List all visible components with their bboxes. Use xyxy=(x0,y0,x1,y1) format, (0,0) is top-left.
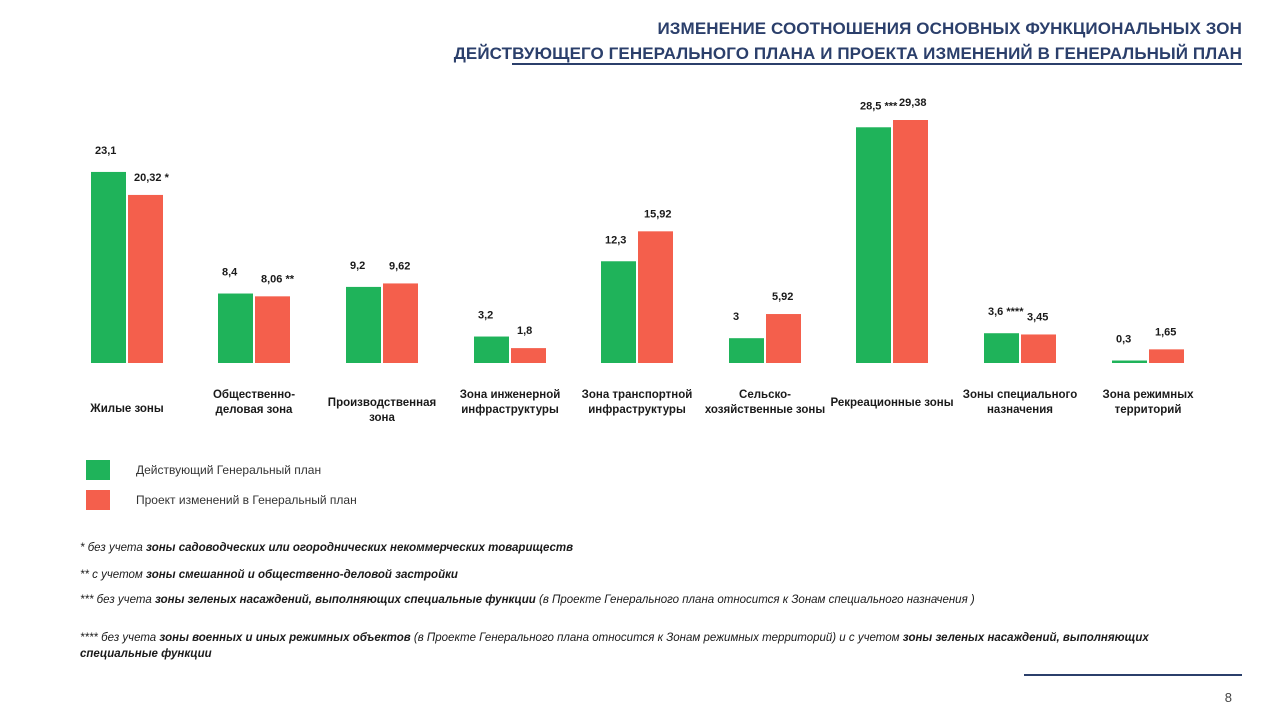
bar-current-0 xyxy=(91,171,126,363)
footnote-2-b: зоны смешанной и общественно-деловой зас… xyxy=(146,569,458,581)
data-label-project-5: 5,92 xyxy=(772,291,793,303)
page-title: ИЗМЕНЕНИЕ СООТНОШЕНИЯ ОСНОВНЫХ ФУНКЦИОНА… xyxy=(454,16,1242,66)
legend-label-current: Действующий Генеральный план xyxy=(136,463,322,477)
footnote-2-a: с учетом xyxy=(92,569,143,581)
bar-current-4 xyxy=(601,261,636,363)
footnote-4-mark: **** xyxy=(80,632,98,644)
page-number: 8 xyxy=(1224,690,1232,705)
legend-label-project: Проект изменений в Генеральный план xyxy=(136,493,357,507)
category-label-2: Производственная зона xyxy=(327,397,437,424)
data-label-current-8: 0,3 xyxy=(1116,334,1131,346)
data-label-current-4: 12,3 xyxy=(605,234,626,246)
bar-project-6 xyxy=(893,120,928,363)
data-label-current-0: 23,1 xyxy=(95,145,116,157)
footnote-3-mark: *** xyxy=(80,594,94,606)
category-label-1: Общественно-деловая зона xyxy=(212,389,296,416)
bar-project-4 xyxy=(638,231,673,363)
title-line-1: ИЗМЕНЕНИЕ СООТНОШЕНИЯ ОСНОВНЫХ ФУНКЦИОНА… xyxy=(657,19,1242,38)
footnote-1-c: садоводческих или огороднических некомме… xyxy=(178,542,574,554)
data-label-project-7: 3,45 xyxy=(1027,311,1048,323)
footnote-4-b: зоны военных и иных режимных объектов xyxy=(159,632,411,644)
data-label-current-6: 28,5 *** xyxy=(860,100,898,112)
title-line-2: ДЕЙСТВУЮЩЕГО ГЕНЕРАЛЬНОГО ПЛАНА И ПРОЕКТ… xyxy=(453,44,1242,63)
footnote-3-a: без учета xyxy=(96,594,152,606)
category-label-7: Зоны специального назначения xyxy=(962,389,1078,416)
footer-rule xyxy=(1024,674,1242,676)
data-label-project-4: 15,92 xyxy=(644,208,672,220)
footnote-4-a: без учета xyxy=(101,632,157,644)
footnote-1-a: без учета xyxy=(87,542,143,554)
footnote-4: **** без учета зоны военных и иных режим… xyxy=(80,630,1220,662)
legend-swatch-current xyxy=(86,460,110,480)
footnote-4-d: зоны зеленых насаждений, выполняющих спе… xyxy=(80,632,1149,660)
data-label-project-6: 29,38 xyxy=(899,97,927,109)
footnote-3: *** без учета зоны зеленых насаждений, в… xyxy=(80,592,1220,608)
data-label-current-2: 9,2 xyxy=(350,260,365,272)
bar-current-1 xyxy=(218,293,253,363)
bar-current-6 xyxy=(856,127,891,364)
legend-swatch-project xyxy=(86,490,110,510)
bar-project-3 xyxy=(511,348,546,363)
footnote-2-mark: ** xyxy=(80,569,89,581)
footnote-3-b: зоны зеленых насаждений, выполняющих спе… xyxy=(154,594,536,606)
bar-current-8 xyxy=(1112,360,1147,363)
bar-project-1 xyxy=(255,296,290,363)
data-label-project-3: 1,8 xyxy=(517,325,532,337)
data-label-current-3: 3,2 xyxy=(478,310,493,322)
bar-current-5 xyxy=(729,338,764,363)
bar-project-5 xyxy=(766,314,801,363)
category-label-0: Жилые зоны xyxy=(90,403,164,415)
data-label-project-2: 9,62 xyxy=(389,260,410,272)
footnote-4-c: (в Проекте Генерального плана относится … xyxy=(413,632,900,644)
category-label-4: Зона транспортной инфраструктуры xyxy=(581,389,693,416)
category-label-6: Рекреационные зоны xyxy=(830,397,954,409)
category-label-5: Сельско-хозяйственные зоны xyxy=(704,389,826,416)
footnote-3-c: (в Проекте Генерального плана относится … xyxy=(539,594,975,606)
data-label-project-1: 8,06 ** xyxy=(261,273,295,285)
category-label-3: Зона инженерной инфраструктуры xyxy=(459,389,561,416)
footnote-1: * без учета зоны садоводческих или огоро… xyxy=(80,540,1220,556)
title-underline xyxy=(512,63,1242,65)
data-label-current-5: 3 xyxy=(733,311,739,323)
bar-project-7 xyxy=(1021,334,1056,363)
data-label-current-1: 8,4 xyxy=(222,267,238,279)
data-label-current-7: 3,6 **** xyxy=(988,306,1024,318)
bar-current-2 xyxy=(346,286,381,363)
bar-project-2 xyxy=(383,283,418,363)
bar-chart: 23,1 20,32 * 8,4 8,06 ** 9,2 9,62 3,2 1,8 12,3 15… xyxy=(91,97,1184,364)
data-label-project-8: 1,65 xyxy=(1155,326,1176,338)
bar-current-3 xyxy=(474,336,509,363)
bar-project-8 xyxy=(1149,349,1184,363)
category-label-8: Зона режимных территорий xyxy=(1102,389,1194,416)
data-label-project-0: 20,32 * xyxy=(134,172,170,184)
footnote-2: ** с учетом зоны смешанной и общественно… xyxy=(80,567,1220,583)
bar-current-7 xyxy=(984,333,1019,363)
footnote-1-mark: * xyxy=(80,542,85,554)
footnote-1-b: зоны xyxy=(145,542,176,554)
bar-project-0 xyxy=(128,194,163,363)
